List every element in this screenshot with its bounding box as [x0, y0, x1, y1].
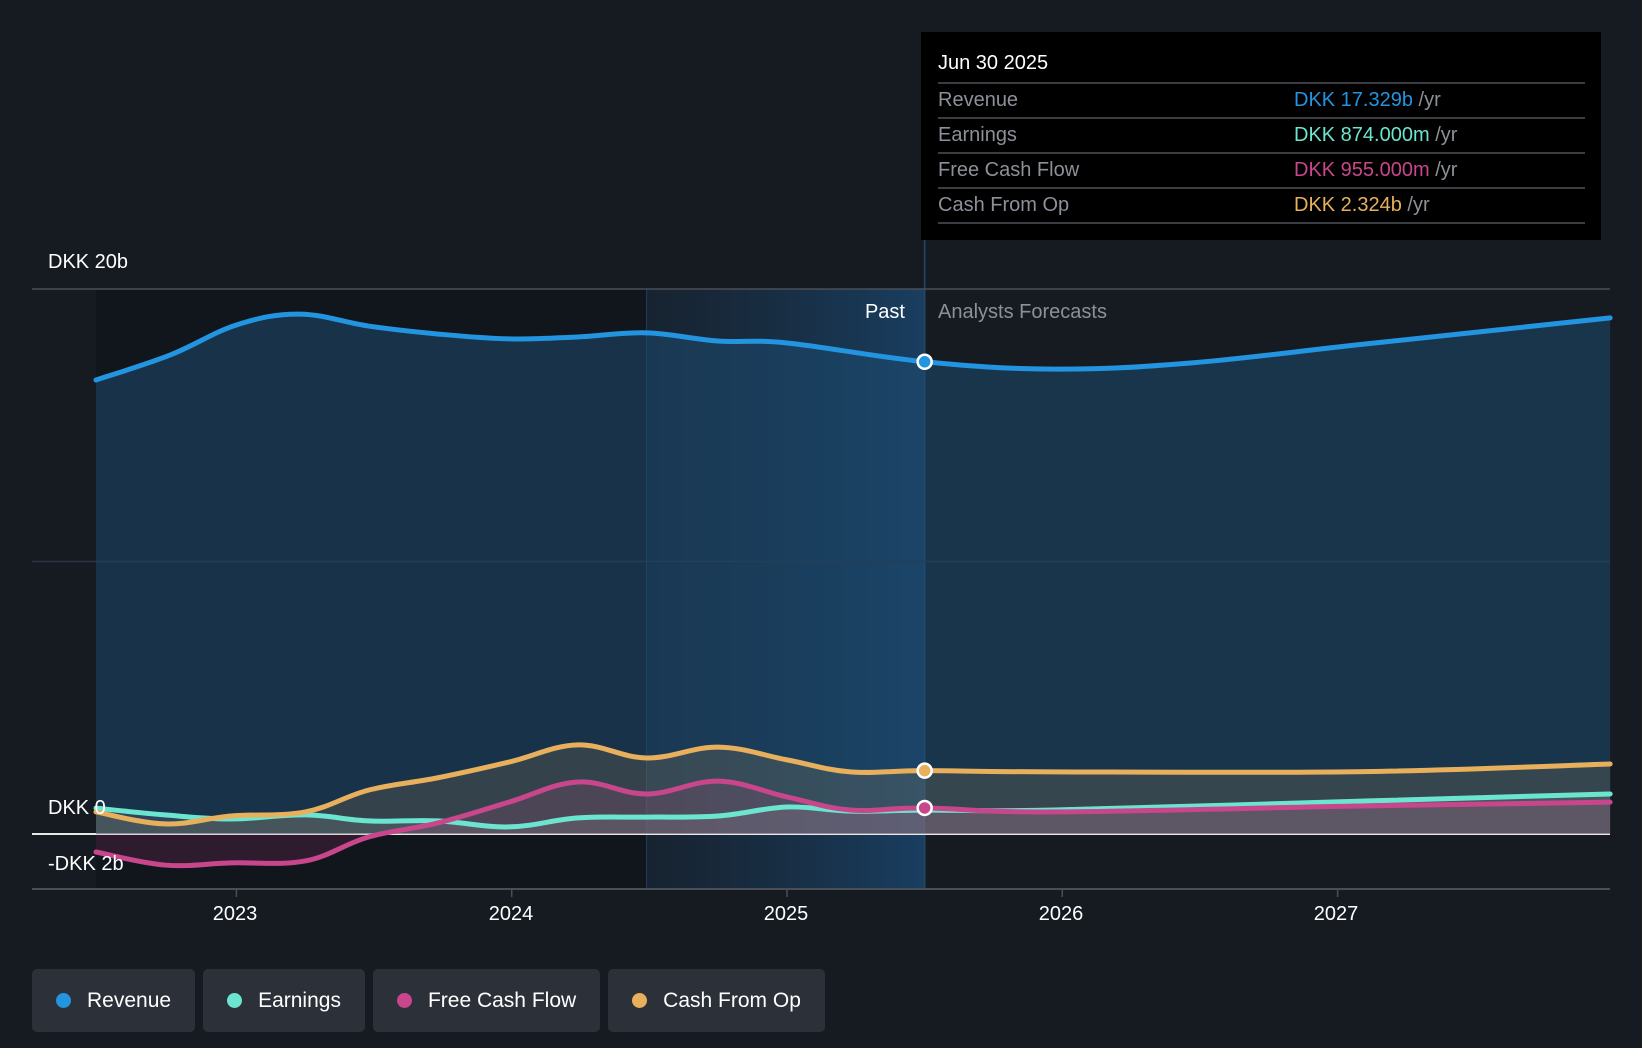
legend-label: Free Cash Flow: [427, 988, 577, 1012]
x-tick-label-2027: 2027: [1313, 903, 1359, 925]
legend-label: Cash From Op: [663, 988, 801, 1012]
tooltip-row-name: Earnings: [938, 124, 1017, 146]
past-region-label: Past: [864, 301, 905, 323]
tooltip: Jun 30 2025 Revenue DKK 17.329b /yr Earn…: [921, 32, 1601, 240]
revenue-line: [93, 311, 1613, 383]
revenue-area: [95, 314, 1611, 835]
legend-item-cash-from-op[interactable]: Cash From Op: [608, 969, 825, 1032]
tooltip-row-free-cash-flow: Free Cash Flow DKK 955.000m /yr: [938, 154, 1585, 189]
revenue-dot-icon: [56, 993, 71, 1008]
x-tick-label-2024: 2024: [488, 903, 534, 925]
legend: Revenue Earnings Free Cash Flow Cash Fro…: [32, 969, 825, 1032]
tooltip-row-cash-from-op: Cash From Op DKK 2.324b /yr: [938, 189, 1585, 224]
cash-from-op-dot-icon: [632, 993, 648, 1008]
tooltip-row-unit: /yr: [1435, 159, 1458, 181]
cash-from-op-marker: [916, 762, 933, 779]
tooltip-row-unit: /yr: [1407, 194, 1430, 216]
tooltip-row-value: DKK 2.324b: [1294, 194, 1402, 216]
revenue-marker: [916, 353, 933, 371]
y-tick-label-neg2b: -DKK 2b: [48, 853, 124, 875]
earnings-dot-icon: [227, 993, 243, 1008]
earnings-area: [95, 793, 1611, 834]
legend-item-earnings[interactable]: Earnings: [203, 969, 365, 1032]
cash-from-op-line: [93, 742, 1613, 827]
tooltip-row-revenue: Revenue DKK 17.329b /yr: [938, 84, 1585, 119]
x-tick-label-2026: 2026: [1038, 903, 1084, 925]
tooltip-row-value: DKK 874.000m: [1294, 124, 1430, 146]
free-cash-flow-area: [95, 781, 1611, 866]
y-tick-label-20b: DKK 20b: [48, 251, 129, 273]
legend-label: Earnings: [258, 988, 341, 1012]
tooltip-row-unit: /yr: [1418, 89, 1441, 111]
x-tick-label-2023: 2023: [212, 903, 258, 925]
tooltip-row-value: DKK 955.000m: [1294, 159, 1430, 181]
x-tick-label-2025: 2025: [763, 903, 809, 925]
tooltip-row-value: DKK 17.329b: [1294, 89, 1413, 111]
free-cash-flow-dot-icon: [396, 993, 412, 1008]
tooltip-row-earnings: Earnings DKK 874.000m /yr: [938, 119, 1585, 154]
tooltip-row-name: Cash From Op: [938, 194, 1070, 216]
tooltip-row-name: Revenue: [938, 89, 1019, 111]
legend-item-revenue[interactable]: Revenue: [32, 969, 196, 1032]
y-tick-label-0: DKK 0: [48, 797, 106, 819]
tooltip-date: Jun 30 2025: [938, 48, 1585, 84]
forecast-region-label: Analysts Forecasts: [938, 301, 1107, 323]
tooltip-row-name: Free Cash Flow: [938, 159, 1080, 181]
free-cash-flow-marker: [916, 799, 933, 817]
free-cash-flow-line: [93, 778, 1613, 869]
legend-label: Revenue: [87, 988, 172, 1012]
legend-item-free-cash-flow[interactable]: Free Cash Flow: [372, 969, 601, 1032]
tooltip-row-unit: /yr: [1435, 124, 1458, 146]
